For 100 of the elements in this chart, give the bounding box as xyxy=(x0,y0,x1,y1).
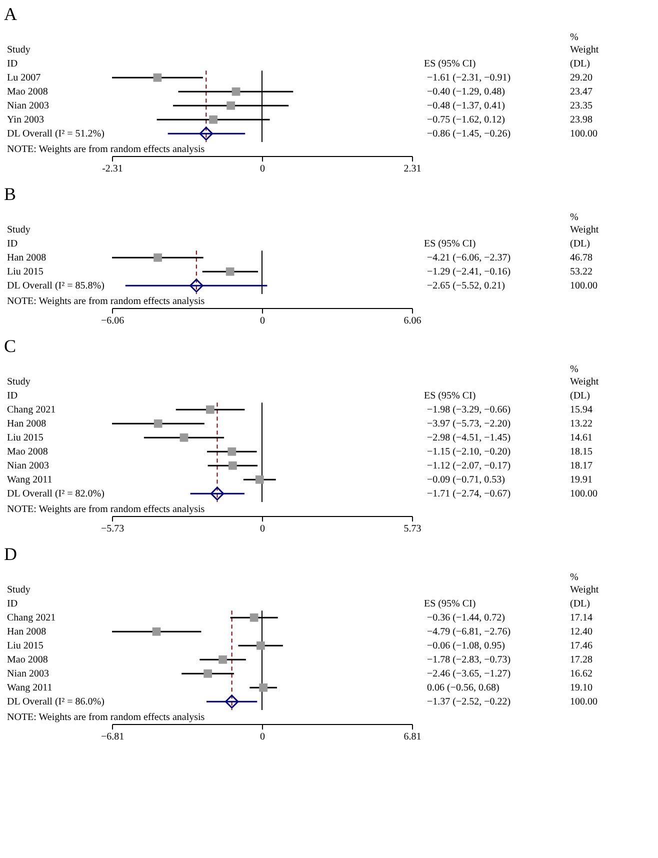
y-tick-label: Han 2008 xyxy=(7,252,46,264)
text: −4.79 (−6.81, −2.76) xyxy=(427,626,511,638)
text: % xyxy=(570,212,578,223)
text: 17.14 xyxy=(570,612,592,624)
text: Study xyxy=(7,584,30,596)
text: −1.29 (−2.41, −0.16) xyxy=(427,266,511,278)
text: (DL) xyxy=(570,390,590,402)
text: −4.21 (−6.06, −2.37) xyxy=(427,252,511,264)
text: (DL) xyxy=(570,58,590,70)
text: 23.47 xyxy=(570,86,592,98)
text: −1.71 (−2.74, −0.67) xyxy=(427,488,511,500)
text: −1.12 (−2.07, −0.17) xyxy=(427,460,511,472)
text: Study xyxy=(7,376,30,388)
text: 23.35 xyxy=(570,100,592,112)
text: −0.75 (−1.62, 0.12) xyxy=(427,114,505,126)
text: Weight xyxy=(570,44,599,56)
text: ID xyxy=(7,390,18,402)
x-tick-label: 6.81 xyxy=(404,732,422,742)
y-tick-label: Wang 2011 xyxy=(7,682,52,694)
y-tick-label: DL Overall (I² = 85.8%) xyxy=(7,280,104,292)
x-tick-label: −5.73 xyxy=(100,524,124,534)
text: ID xyxy=(7,238,18,250)
text: ID xyxy=(7,58,18,70)
y-tick-label: Mao 2008 xyxy=(7,654,48,666)
text: 46.78 xyxy=(570,252,592,264)
chart-title: A xyxy=(4,4,17,24)
text: −2.98 (−4.51, −1.45) xyxy=(427,432,511,444)
x-tick-label: −6.06 xyxy=(100,316,124,326)
y-tick-label: Nian 2003 xyxy=(7,668,49,680)
text: −1.37 (−2.52, −0.22) xyxy=(427,696,511,708)
text: 19.91 xyxy=(570,474,592,486)
y-tick-label: DL Overall (I² = 86.0%) xyxy=(7,696,104,708)
text: −1.61 (−2.31, −0.91) xyxy=(427,72,511,84)
text: NOTE: Weights are from random effects analysis xyxy=(7,712,205,723)
text: ES (95% CI) xyxy=(424,598,476,610)
text: Weight xyxy=(570,224,599,236)
text: ID xyxy=(7,598,18,610)
text: −0.06 (−1.08, 0.95) xyxy=(427,640,505,652)
text: 29.20 xyxy=(570,72,592,84)
text: 100.00 xyxy=(570,128,598,140)
text: 12.40 xyxy=(570,626,592,638)
text: 13.22 xyxy=(570,418,592,430)
y-tick-label: Liu 2015 xyxy=(7,640,44,652)
text: 53.22 xyxy=(570,266,592,278)
text: 18.15 xyxy=(570,446,592,458)
x-tick-label: 0 xyxy=(260,732,265,742)
text: NOTE: Weights are from random effects analysis xyxy=(7,504,205,515)
y-tick-label: Chang 2021 xyxy=(7,612,56,624)
x-tick-label: 2.31 xyxy=(404,164,422,174)
chart-title: C xyxy=(4,336,16,356)
chart-title: D xyxy=(4,544,17,564)
text: 18.17 xyxy=(570,460,592,472)
text: 100.00 xyxy=(570,280,598,292)
text: 100.00 xyxy=(570,696,598,708)
x-tick-label: 0 xyxy=(260,316,265,326)
text: 23.98 xyxy=(570,114,592,126)
text: 0.06 (−0.56, 0.68) xyxy=(427,682,500,694)
y-tick-label: Han 2008 xyxy=(7,418,46,430)
text: −3.97 (−5.73, −2.20) xyxy=(427,418,511,430)
x-tick-label: 5.73 xyxy=(404,524,422,534)
text: −0.48 (−1.37, 0.41) xyxy=(427,100,505,112)
text: 14.61 xyxy=(570,432,592,444)
text: (DL) xyxy=(570,598,590,610)
y-tick-label: Liu 2015 xyxy=(7,432,44,444)
text: 16.62 xyxy=(570,668,592,680)
y-tick-label: Chang 2021 xyxy=(7,404,56,416)
x-tick-label: −6.81 xyxy=(100,732,124,742)
y-tick-label: DL Overall (I² = 51.2%) xyxy=(7,128,104,140)
text: −0.86 (−1.45, −0.26) xyxy=(427,128,511,140)
y-tick-label: Yin 2003 xyxy=(7,114,44,126)
text: −1.78 (−2.83, −0.73) xyxy=(427,654,511,666)
text: NOTE: Weights are from random effects analysis xyxy=(7,296,205,307)
chart-title: B xyxy=(4,184,16,204)
text: Weight xyxy=(570,376,599,388)
text: −2.65 (−5.52, 0.21) xyxy=(427,280,505,292)
text: Weight xyxy=(570,584,599,596)
text: % xyxy=(570,572,578,583)
text: 17.46 xyxy=(570,640,592,652)
text: −1.15 (−2.10, −0.20) xyxy=(427,446,511,458)
y-tick-label: Liu 2015 xyxy=(7,266,44,278)
text: 100.00 xyxy=(570,488,598,500)
y-tick-label: DL Overall (I² = 82.0%) xyxy=(7,488,104,500)
text: Study xyxy=(7,44,30,56)
y-tick-label: Lu 2007 xyxy=(7,72,41,84)
x-tick-label: 0 xyxy=(260,164,265,174)
y-tick-label: Mao 2008 xyxy=(7,446,48,458)
text: 17.28 xyxy=(570,654,592,666)
y-tick-label: Nian 2003 xyxy=(7,100,49,112)
y-tick-label: Wang 2011 xyxy=(7,474,52,486)
text: ES (95% CI) xyxy=(424,58,476,70)
text: −0.36 (−1.44, 0.72) xyxy=(427,612,505,624)
text: ES (95% CI) xyxy=(424,238,476,250)
text: (DL) xyxy=(570,238,590,250)
y-tick-label: Nian 2003 xyxy=(7,460,49,472)
text: −0.09 (−0.71, 0.53) xyxy=(427,474,505,486)
y-tick-label: Han 2008 xyxy=(7,626,46,638)
text: 15.94 xyxy=(570,404,592,416)
text: −0.40 (−1.29, 0.48) xyxy=(427,86,505,98)
text: ES (95% CI) xyxy=(424,390,476,402)
x-tick-label: 6.06 xyxy=(404,316,422,326)
